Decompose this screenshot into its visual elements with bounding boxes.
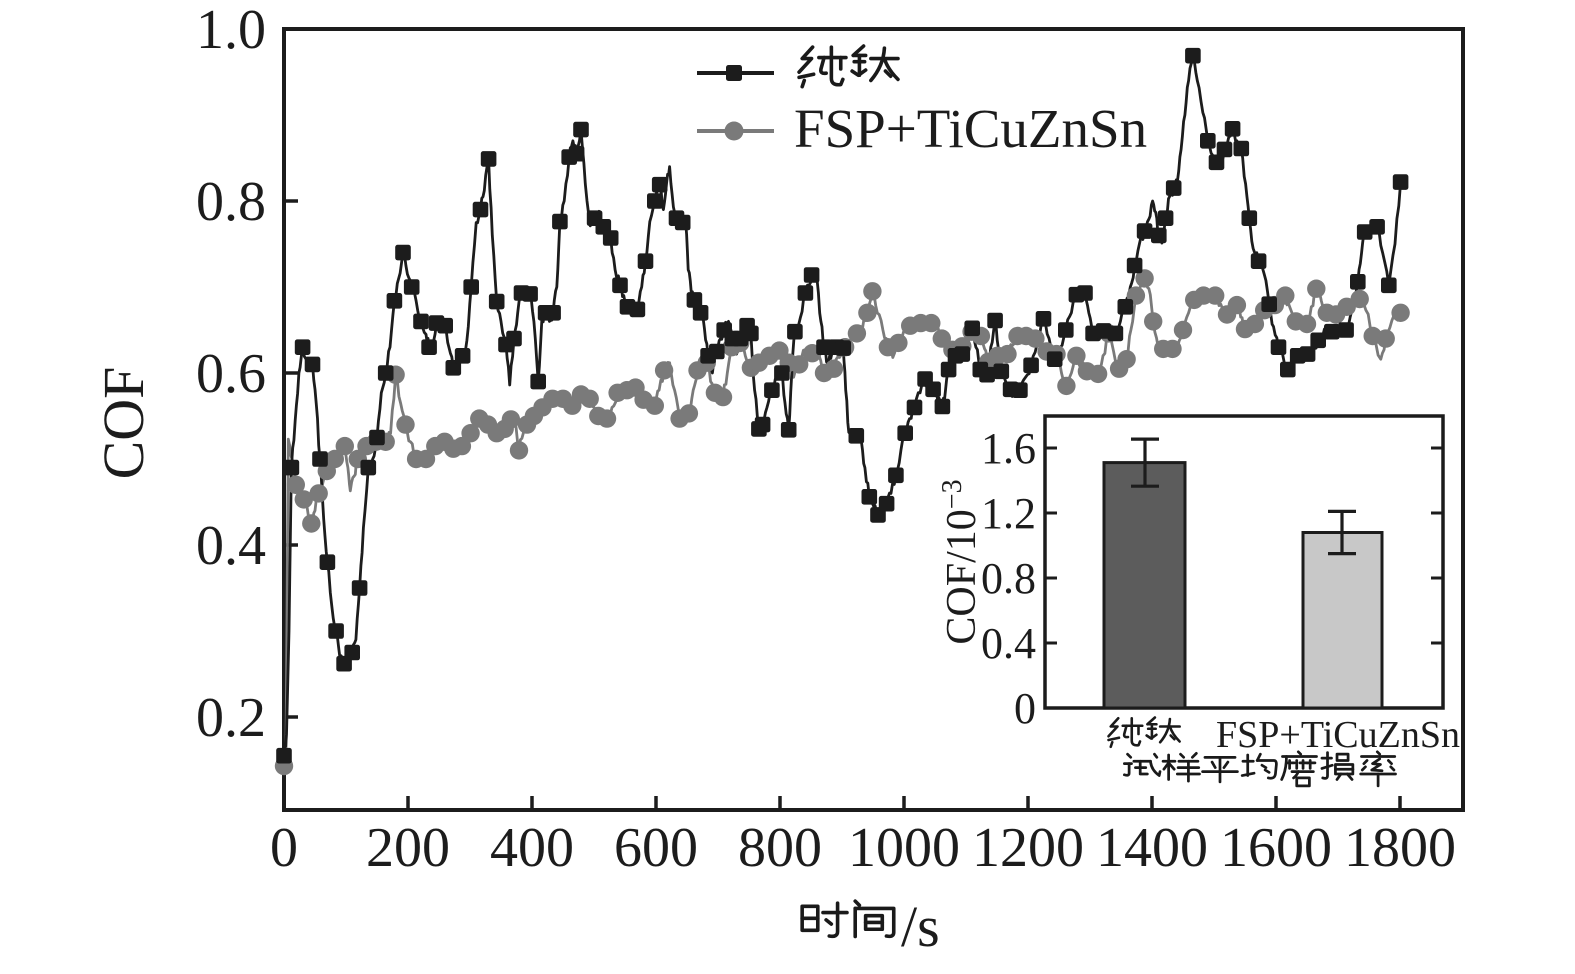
svg-text:0.8: 0.8 [981, 554, 1036, 603]
svg-text:600: 600 [614, 817, 698, 879]
svg-text:0: 0 [1014, 684, 1036, 733]
svg-text:0.6: 0.6 [196, 343, 266, 405]
svg-text:COF: COF [91, 367, 156, 480]
svg-text:200: 200 [366, 817, 450, 879]
svg-text:FSP+TiCuZnSn: FSP+TiCuZnSn [794, 98, 1147, 159]
svg-text:400: 400 [490, 817, 574, 879]
svg-text:0.8: 0.8 [196, 171, 266, 233]
svg-text:FSP+TiCuZnSn: FSP+TiCuZnSn [1216, 714, 1460, 756]
svg-text:1800: 1800 [1344, 817, 1456, 879]
svg-text:1.2: 1.2 [981, 489, 1036, 538]
svg-text:0.2: 0.2 [196, 687, 266, 749]
svg-text:1400: 1400 [1096, 817, 1208, 879]
svg-text:1600: 1600 [1220, 817, 1332, 879]
svg-text:0.4: 0.4 [981, 619, 1036, 668]
svg-text:1000: 1000 [848, 817, 960, 879]
svg-text:0.4: 0.4 [196, 515, 266, 577]
svg-text:1.6: 1.6 [981, 424, 1036, 473]
svg-text:800: 800 [738, 817, 822, 879]
svg-text:1.0: 1.0 [196, 0, 266, 61]
svg-text:/s: /s [901, 894, 940, 959]
svg-text:0: 0 [270, 817, 298, 879]
svg-text:1200: 1200 [972, 817, 1084, 879]
